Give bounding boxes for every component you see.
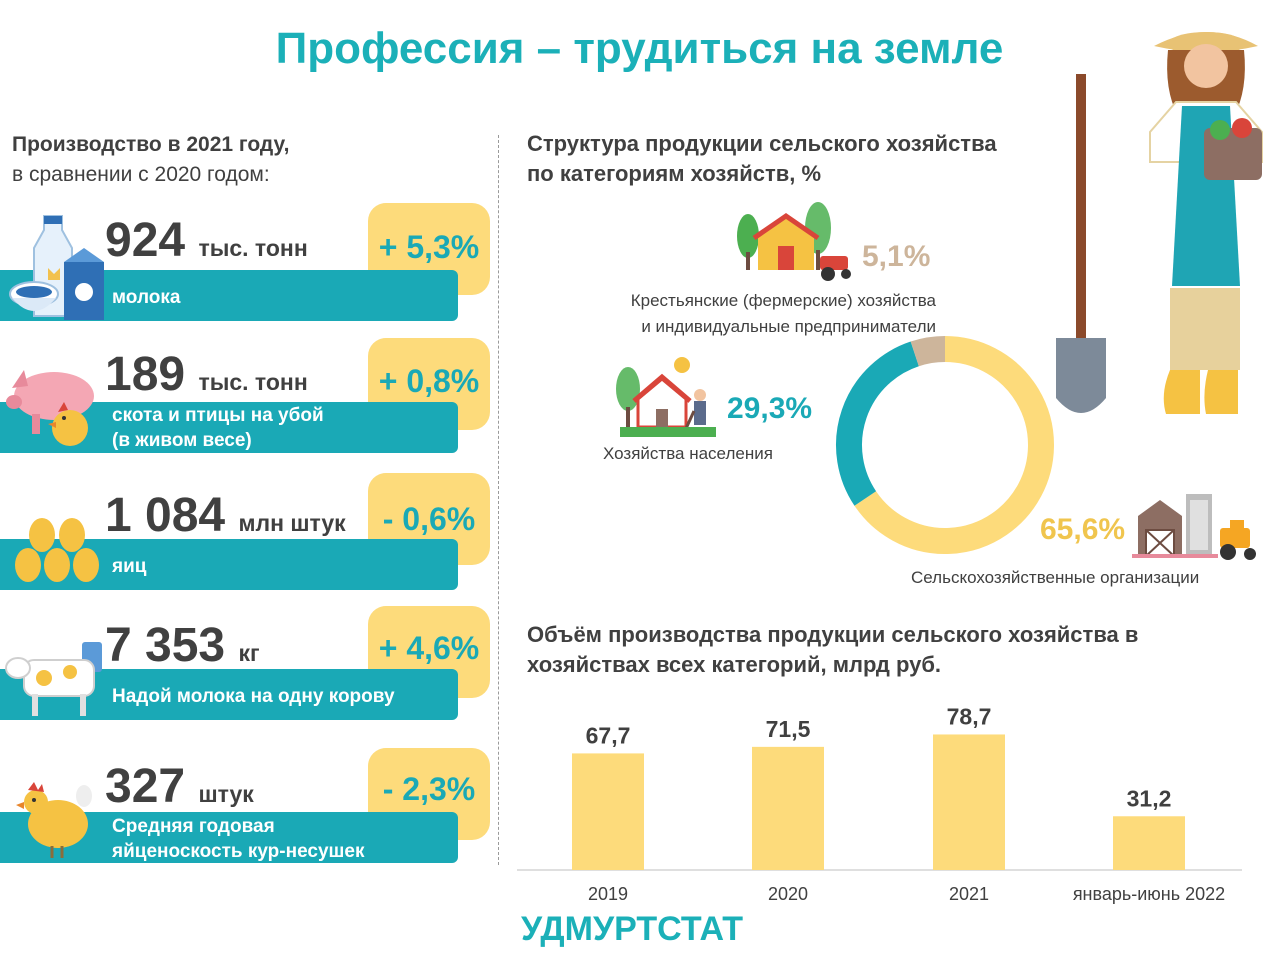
cow-icon bbox=[5, 642, 102, 716]
change-value: + 5,3% bbox=[378, 229, 480, 265]
page-title: Профессия – трудиться на земле bbox=[275, 24, 1004, 73]
farmers-value-text: 5,1% bbox=[862, 240, 931, 273]
eggs-icon bbox=[15, 518, 99, 582]
item-number: 1 084 bbox=[105, 489, 226, 542]
item-label: яиц bbox=[112, 556, 147, 577]
change-value: - 2,3% bbox=[382, 771, 476, 807]
item-unit: тыс. тонн bbox=[198, 369, 308, 395]
volume-heading-line2: хозяйствах всех категорий, млрд руб. bbox=[527, 652, 942, 677]
item-label-line1: Средняя годовая bbox=[112, 816, 275, 837]
x-tick-label: 2021 bbox=[949, 884, 989, 904]
bar-value-label: 67,7 bbox=[586, 722, 631, 748]
item-number: 327 bbox=[105, 760, 186, 813]
left-heading-normal: в сравнении с 2020 годом: bbox=[12, 163, 270, 186]
farmers-value: 5,1% bbox=[862, 240, 930, 274]
bar-chart: 67,7 2019 71,5 2020 78,7 2021 31,2 январь-июнь … bbox=[517, 703, 1242, 904]
house-gardener-icon bbox=[616, 357, 716, 437]
item-label-line2: (в живом весе) bbox=[112, 430, 252, 451]
change-value: + 0,8% bbox=[378, 363, 480, 399]
bar-0 bbox=[572, 753, 644, 870]
item-number: 7 353 bbox=[105, 619, 226, 672]
item-unit: тыс. тонн bbox=[198, 235, 308, 261]
population-value-text: 29,3% bbox=[727, 392, 813, 425]
item-label-line2: яйценоскость кур-несушек bbox=[112, 841, 365, 862]
structure-heading-line2: по категориям хозяйств, % bbox=[527, 161, 822, 186]
structure-heading: Структура продукции сельского хозяйства … bbox=[527, 129, 997, 189]
volume-heading: Объём производства продукции сельского х… bbox=[527, 620, 1138, 680]
pig-chicken-icon bbox=[6, 370, 94, 446]
change-value: - 0,6% bbox=[382, 501, 476, 537]
farmer-woman-illustration bbox=[1056, 32, 1263, 414]
item-label: молока bbox=[112, 287, 181, 308]
item-value: 189 тыс. тонн bbox=[105, 347, 308, 402]
slice-population bbox=[836, 341, 920, 506]
volume-heading-line1: Объём производства продукции сельского х… bbox=[527, 622, 1139, 647]
farmers-label: Крестьянские (фермерские) хозяйства и ин… bbox=[552, 288, 936, 340]
item-label: Надой молока на одну корову bbox=[112, 686, 395, 707]
x-tick-label: 2020 bbox=[768, 884, 808, 904]
orgs-label: Сельскохозяйственные организации bbox=[911, 568, 1200, 587]
bar-1 bbox=[752, 746, 824, 870]
item-label-line1: скота и птицы на убой bbox=[112, 405, 324, 426]
x-tick-label: январь-июнь 2022 bbox=[1073, 884, 1225, 904]
slice-farmers bbox=[910, 336, 946, 367]
item-number: 189 bbox=[105, 348, 186, 401]
bar-value-label: 31,2 bbox=[1127, 785, 1172, 811]
left-heading: Производство в 2021 году, в сравнении с … bbox=[12, 130, 289, 190]
item-label: Средняя годовая яйценоскость кур-несушек bbox=[112, 814, 364, 864]
x-tick-label: 2019 bbox=[588, 884, 628, 904]
item-value: 327 штук bbox=[105, 759, 254, 814]
item-value: 7 353 кг bbox=[105, 618, 260, 673]
farmers-label-line1: Крестьянские (фермерские) хозяйства bbox=[630, 291, 936, 310]
bar-2 bbox=[933, 734, 1005, 870]
item-label: скота и птицы на убой (в живом весе) bbox=[112, 403, 324, 453]
bar-value-label: 78,7 bbox=[947, 703, 992, 729]
milk-icon bbox=[9, 215, 104, 320]
farmers-label-line2: и индивидуальные предприниматели bbox=[641, 317, 936, 336]
slice-organizations bbox=[854, 336, 1054, 554]
item-unit: кг bbox=[238, 640, 260, 666]
structure-heading-line1: Структура продукции сельского хозяйства bbox=[527, 131, 997, 156]
bar-3 bbox=[1113, 816, 1185, 870]
donut-chart bbox=[836, 336, 1054, 554]
item-value: 1 084 млн штук bbox=[105, 488, 346, 543]
population-value: 29,3% bbox=[727, 392, 812, 426]
farm-barn-icon bbox=[737, 202, 851, 281]
item-number: 924 bbox=[105, 214, 186, 267]
population-label: Хозяйства населения bbox=[603, 444, 773, 463]
farm-complex-icon bbox=[1132, 494, 1256, 560]
bar-value-label: 71,5 bbox=[766, 716, 811, 742]
orgs-value-text: 65,6% bbox=[1040, 513, 1126, 546]
brand-logo-text: УДМУРТСТАТ bbox=[521, 910, 744, 948]
item-value: 924 тыс. тонн bbox=[105, 213, 308, 268]
item-unit: млн штук bbox=[238, 510, 346, 536]
orgs-value: 65,6% bbox=[1040, 513, 1125, 547]
left-heading-bold: Производство в 2021 году, bbox=[12, 133, 290, 156]
item-unit: штук bbox=[198, 781, 254, 807]
change-value: + 4,6% bbox=[378, 630, 480, 666]
hen-icon bbox=[16, 782, 92, 858]
column-divider bbox=[498, 135, 499, 865]
